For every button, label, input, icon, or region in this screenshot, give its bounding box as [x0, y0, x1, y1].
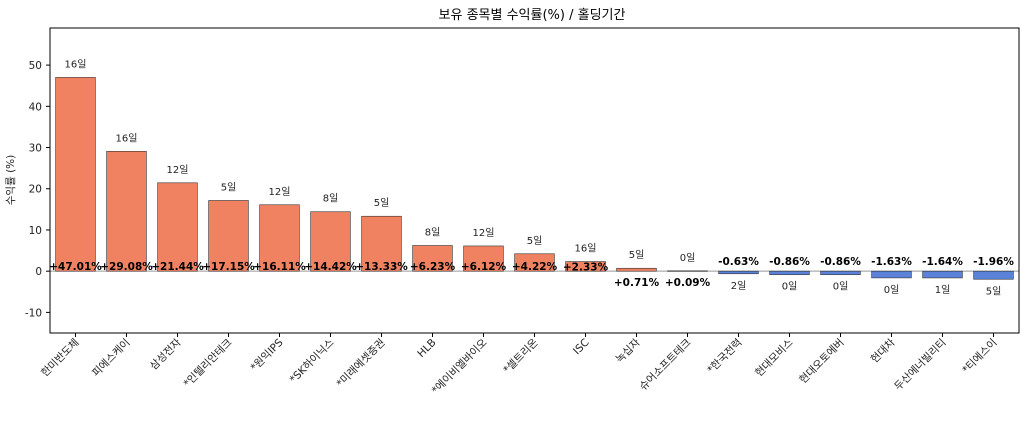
bar-value-label: +17.15% [202, 261, 255, 273]
bar [412, 245, 453, 272]
bar-value-label: +0.71% [614, 277, 660, 289]
x-category-label: ISC [571, 337, 592, 358]
y-tick-label: 30 [29, 143, 42, 155]
y-tick-label: 50 [29, 60, 42, 72]
bar-value-label: +6.23% [410, 261, 456, 273]
bar [157, 182, 198, 272]
bar-value-label: -0.63% [718, 256, 759, 268]
x-category-label: HLB [415, 337, 438, 360]
y-axis-label: 수익률 (%) [5, 155, 17, 206]
x-category-label: 슈어소프트테크 [637, 336, 694, 393]
bar [106, 151, 147, 272]
bar-value-label: +13.33% [355, 261, 408, 273]
holding-days-label: 16일 [575, 243, 597, 255]
x-category-label: *SK하이닉스 [287, 336, 337, 386]
bar [820, 270, 861, 276]
plot-frame [49, 27, 1020, 334]
holding-days-label: 0일 [833, 281, 849, 293]
bar-value-label: +0.09% [665, 277, 711, 289]
bar [667, 270, 708, 272]
holding-days-label: 1일 [935, 284, 951, 296]
bar [769, 270, 810, 276]
bar [208, 200, 249, 272]
holding-days-label: 5일 [527, 235, 543, 247]
bar [565, 261, 606, 272]
bar [718, 270, 759, 275]
bar-value-label: +6.12% [461, 261, 507, 273]
x-category-label: 현대오토에버 [797, 337, 846, 386]
holding-days-label: 5일 [374, 197, 390, 209]
holding-days-label: 8일 [425, 226, 441, 238]
x-category-label: 한미반도체 [39, 337, 82, 380]
x-category-label: 현대모비스 [753, 336, 796, 379]
x-category-label: 녹십자 [614, 336, 643, 365]
holding-days-label: 12일 [473, 227, 495, 239]
holding-days-label: 0일 [782, 281, 798, 293]
holding-days-label: 0일 [884, 284, 900, 296]
bar-value-label: +29.08% [100, 261, 153, 273]
bar [871, 270, 912, 279]
x-category-label: 두산에너빌리티 [892, 337, 948, 393]
chart-title: 보유 종목별 수익률(%) / 홀딩기간 [439, 8, 626, 23]
holding-days-label: 5일 [629, 249, 645, 261]
bar [616, 267, 657, 272]
holding-days-label: 12일 [269, 186, 291, 198]
x-category-label: 현대차 [869, 336, 898, 365]
x-axis: 한미반도체 피에스케이 삼성전자*인텔리안테크 *원익IPS *SK하이닉스*미래에셋증… [39, 333, 1000, 397]
bar [310, 211, 351, 272]
holding-days-label: 16일 [65, 58, 87, 70]
y-tick-label: 0 [35, 266, 42, 278]
y-tick-label: -10 [25, 307, 42, 319]
holding-days-label: 2일 [731, 280, 747, 292]
bar-value-label: +2.33% [563, 261, 609, 273]
x-category-label: *티에스이 [960, 337, 1000, 377]
y-tick-label: 10 [29, 225, 42, 237]
bar [973, 270, 1014, 280]
bar-value-label: -1.96% [973, 256, 1014, 268]
bar [361, 215, 402, 272]
bar-value-label: +47.01% [49, 261, 102, 273]
x-category-label: 피에스케이 [90, 337, 133, 380]
x-category-label: *한국전력 [705, 337, 745, 377]
bar-value-label: -1.64% [922, 256, 963, 268]
bar-value-label: -0.86% [769, 256, 810, 268]
bar [514, 253, 555, 272]
y-axis: -10 0 10 20 30 40 50 [25, 60, 50, 319]
holding-days-label: 16일 [116, 132, 138, 144]
bar-value-label: -1.63% [871, 256, 912, 268]
bar [922, 270, 963, 279]
holding-days-label: 5일 [986, 285, 1002, 297]
bars-layer [55, 77, 1014, 280]
bar-value-label: +14.42% [304, 261, 357, 273]
bar-value-label: +4.22% [512, 261, 558, 273]
y-tick-label: 20 [29, 184, 42, 196]
y-tick-label: 40 [29, 101, 42, 113]
labels-layer: +47.01% 16일 +29.08% 16일 +21.44% 12일 +17.15% 5일 +… [49, 58, 1014, 297]
holding-days-label: 5일 [221, 181, 237, 193]
bar [259, 204, 300, 272]
bar-value-label: -0.86% [820, 256, 861, 268]
x-category-label: 삼성전자 [148, 336, 184, 372]
bar-value-label: +16.11% [253, 261, 306, 273]
bar [463, 245, 504, 272]
x-category-label: *미래에셋증권 [334, 337, 387, 390]
bar [55, 77, 96, 272]
holding-days-label: 0일 [680, 252, 696, 264]
holding-days-label: 12일 [167, 164, 189, 176]
holding-days-label: 8일 [323, 193, 339, 205]
x-category-label: *원익IPS [248, 336, 285, 373]
bar-value-label: +21.44% [151, 261, 204, 273]
x-category-label: *인텔리안테크 [181, 336, 234, 389]
x-category-label: *셀트리온 [501, 336, 541, 376]
